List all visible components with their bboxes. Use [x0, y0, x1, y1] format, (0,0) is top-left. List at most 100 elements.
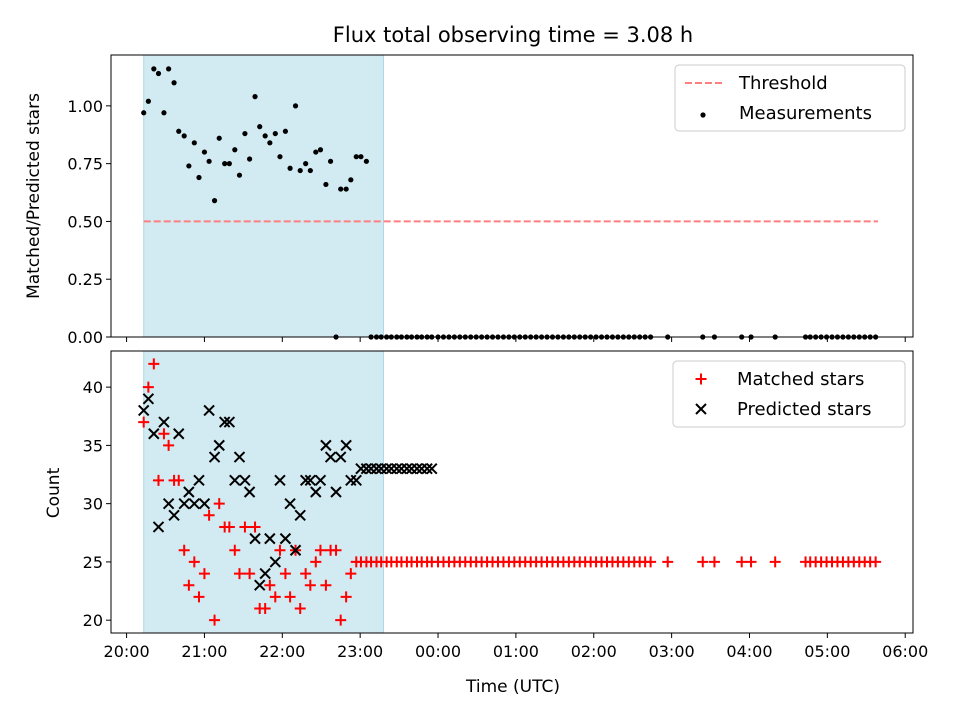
bottom-observing-window	[143, 350, 385, 634]
measurement-point	[262, 133, 268, 139]
matched-star-point	[223, 521, 235, 533]
top-axes-frame	[110, 54, 914, 338]
bottom-series-x	[137, 393, 438, 591]
bottom-x-tick-label: 05:00	[804, 642, 850, 661]
bottom-y-tick-label: 25	[83, 553, 103, 572]
measurement-point	[161, 110, 167, 116]
matched-star-point	[745, 556, 757, 568]
measurement-point	[201, 149, 208, 155]
measurement-point	[145, 98, 151, 104]
bottom-legend: Matched stars Predicted stars	[672, 360, 906, 428]
measurement-point	[287, 165, 293, 171]
predicted-star-point	[233, 451, 246, 463]
predicted-star-point	[218, 416, 231, 428]
predicted-star-point	[243, 486, 256, 498]
measurement-point	[155, 70, 162, 77]
predicted-star-point	[158, 416, 170, 428]
predicted-star-point	[284, 497, 296, 510]
predicted-star-point	[183, 486, 195, 498]
measurement-point	[338, 186, 344, 192]
measurement-point	[181, 133, 187, 139]
predicted-star-point	[340, 439, 352, 452]
predicted-star-point	[314, 474, 327, 487]
predicted-star-point	[334, 451, 347, 463]
predicted-star-point	[254, 579, 266, 591]
legend-predicted-swatch	[695, 403, 707, 415]
matched-star-point	[142, 381, 154, 393]
measurement-point	[232, 147, 238, 153]
predicted-star-point	[289, 544, 302, 556]
predicted-star-point	[380, 462, 393, 475]
measurement-point	[242, 130, 248, 137]
matched-star-point	[152, 474, 164, 486]
predicted-star-point	[350, 474, 362, 487]
predicted-star-point	[178, 497, 190, 510]
measurement-point	[343, 186, 349, 192]
matched-star-point	[314, 544, 326, 556]
matched-star-point	[163, 439, 175, 451]
predicted-star-point	[310, 486, 322, 498]
measurement-point	[257, 124, 263, 130]
predicted-star-point	[401, 462, 413, 475]
predicted-star-point	[203, 404, 215, 417]
matched-star-point	[173, 474, 185, 486]
matched-star-point	[233, 568, 245, 580]
measurement-point	[272, 130, 278, 137]
matched-star-point	[203, 509, 215, 521]
measurement-point	[363, 158, 369, 164]
bottom-x-tick-label: 01:00	[493, 642, 539, 661]
measurement-point	[303, 161, 309, 167]
predicted-star-point	[213, 439, 225, 452]
matched-star-point	[244, 568, 256, 580]
bottom-x-tick-label: 20:00	[104, 642, 150, 661]
matched-star-point	[148, 358, 160, 370]
legend-matched-swatch	[695, 373, 707, 385]
measurement-point	[216, 135, 222, 141]
matched-star-point	[239, 521, 251, 533]
legend-label: Threshold	[738, 73, 828, 94]
top-observing-window	[143, 54, 385, 338]
matched-star-point	[335, 614, 347, 626]
legend-box	[672, 360, 906, 428]
predicted-star-point	[162, 497, 175, 510]
predicted-star-point	[264, 532, 276, 545]
legend-measurement-swatch	[700, 112, 706, 118]
predicted-star-point	[168, 509, 180, 522]
predicted-star-point	[274, 474, 286, 487]
matched-star-point	[320, 579, 332, 591]
top-legend: Threshold Measurements	[674, 64, 906, 132]
measurement-point	[196, 174, 202, 181]
matched-star-point	[279, 568, 291, 580]
matched-star-point	[259, 603, 271, 615]
predicted-star-point	[330, 486, 342, 498]
predicted-star-point	[299, 474, 312, 487]
predicted-star-point	[426, 462, 438, 475]
top-y-tick-label: 0.00	[67, 328, 103, 347]
predicted-star-point	[324, 451, 337, 463]
chart-title: Flux total observing time = 3.08 h	[333, 23, 693, 47]
bottom-x-tick-label: 23:00	[337, 642, 383, 661]
matched-star-point	[269, 591, 281, 603]
matched-star-point	[769, 556, 781, 568]
matched-star-point	[213, 498, 225, 510]
matched-star-point	[645, 556, 657, 568]
predicted-star-point	[259, 567, 271, 580]
measurement-point	[206, 158, 212, 164]
measurement-point	[166, 66, 172, 72]
matched-star-point	[300, 568, 312, 580]
bottom-y-tick-label: 30	[83, 495, 103, 514]
matched-star-point	[229, 544, 241, 556]
legend-box	[674, 64, 906, 132]
measurement-point	[191, 140, 197, 146]
top-panel: 0.00 0.25 0.50 0.75 1.00 Threshold Measurement…	[67, 54, 914, 347]
predicted-star-point	[173, 428, 185, 440]
matched-star-point	[345, 568, 357, 580]
legend-label: Predicted stars	[737, 399, 871, 420]
measurement-point	[348, 177, 354, 183]
bottom-x-tick-label: 21:00	[181, 642, 227, 661]
measurement-point	[176, 128, 182, 134]
predicted-star-point	[269, 556, 282, 568]
matched-star-point	[708, 556, 720, 568]
bottom-axes-frame	[110, 350, 914, 634]
top-y-tick-label: 0.50	[67, 212, 103, 231]
